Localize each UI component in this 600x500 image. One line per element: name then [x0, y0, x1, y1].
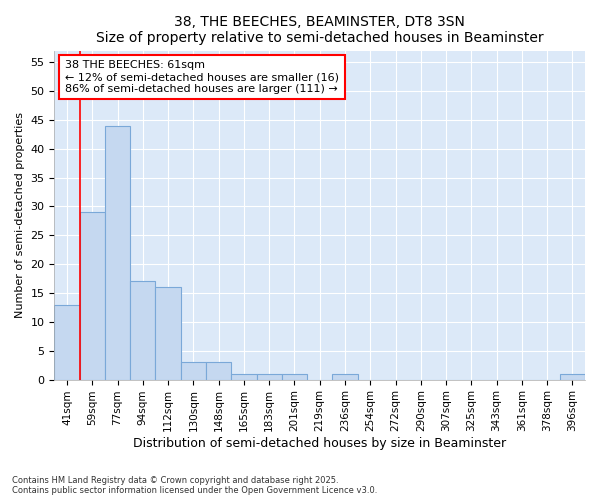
- Bar: [231, 374, 257, 380]
- Bar: [332, 374, 358, 380]
- Text: 38 THE BEECHES: 61sqm
← 12% of semi-detached houses are smaller (16)
86% of semi: 38 THE BEECHES: 61sqm ← 12% of semi-deta…: [65, 60, 339, 94]
- Bar: [257, 374, 282, 380]
- Title: 38, THE BEECHES, BEAMINSTER, DT8 3SN
Size of property relative to semi-detached : 38, THE BEECHES, BEAMINSTER, DT8 3SN Siz…: [96, 15, 544, 45]
- Bar: [130, 282, 155, 380]
- Y-axis label: Number of semi-detached properties: Number of semi-detached properties: [15, 112, 25, 318]
- X-axis label: Distribution of semi-detached houses by size in Beaminster: Distribution of semi-detached houses by …: [133, 437, 506, 450]
- Text: Contains HM Land Registry data © Crown copyright and database right 2025.
Contai: Contains HM Land Registry data © Crown c…: [12, 476, 377, 495]
- Bar: [560, 374, 585, 380]
- Bar: [55, 304, 80, 380]
- Bar: [155, 287, 181, 380]
- Bar: [206, 362, 231, 380]
- Bar: [80, 212, 105, 380]
- Bar: [105, 126, 130, 380]
- Bar: [282, 374, 307, 380]
- Bar: [181, 362, 206, 380]
